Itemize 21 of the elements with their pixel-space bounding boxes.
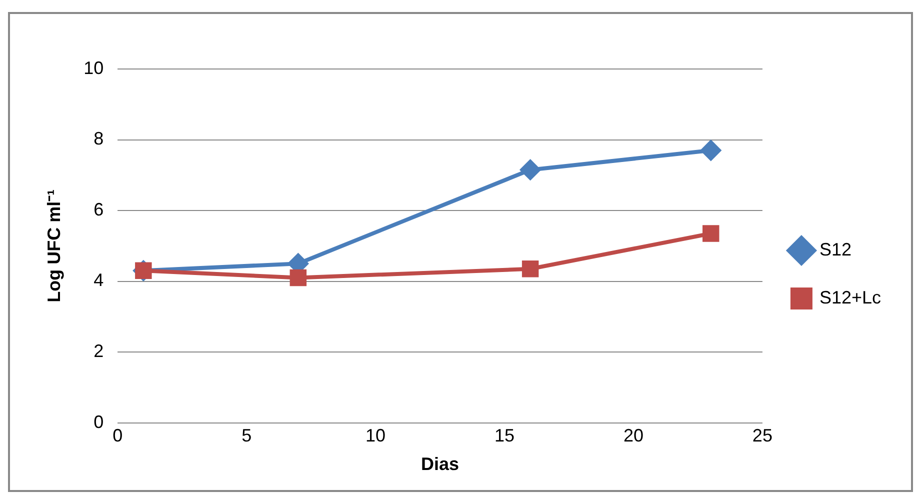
- x-tick-label: 5: [242, 426, 252, 446]
- y-tick-label: 10: [84, 58, 104, 78]
- x-tick-label: 0: [112, 426, 123, 446]
- y-tick-label: 8: [94, 128, 104, 149]
- point: [702, 225, 720, 242]
- x-axis-title: Dias: [421, 454, 460, 474]
- point: [522, 260, 539, 278]
- y-tick-label: 2: [94, 341, 104, 362]
- legend-label: S12+Lc: [819, 287, 882, 308]
- x-tick-label: 15: [494, 426, 515, 446]
- x-tick-label: 10: [366, 426, 386, 446]
- point: [700, 140, 721, 160]
- legend-label: S12: [819, 239, 852, 260]
- y-tick-label: 4: [94, 270, 104, 290]
- x-tick-label: 20: [623, 426, 644, 446]
- y-tick-label: 6: [94, 199, 104, 220]
- y-axis-title: Log UFC ml⁻¹: [44, 189, 64, 302]
- point: [290, 269, 307, 286]
- x-tick-label: 25: [752, 426, 772, 446]
- point: [520, 160, 540, 180]
- y-tick-label: 0: [94, 412, 104, 432]
